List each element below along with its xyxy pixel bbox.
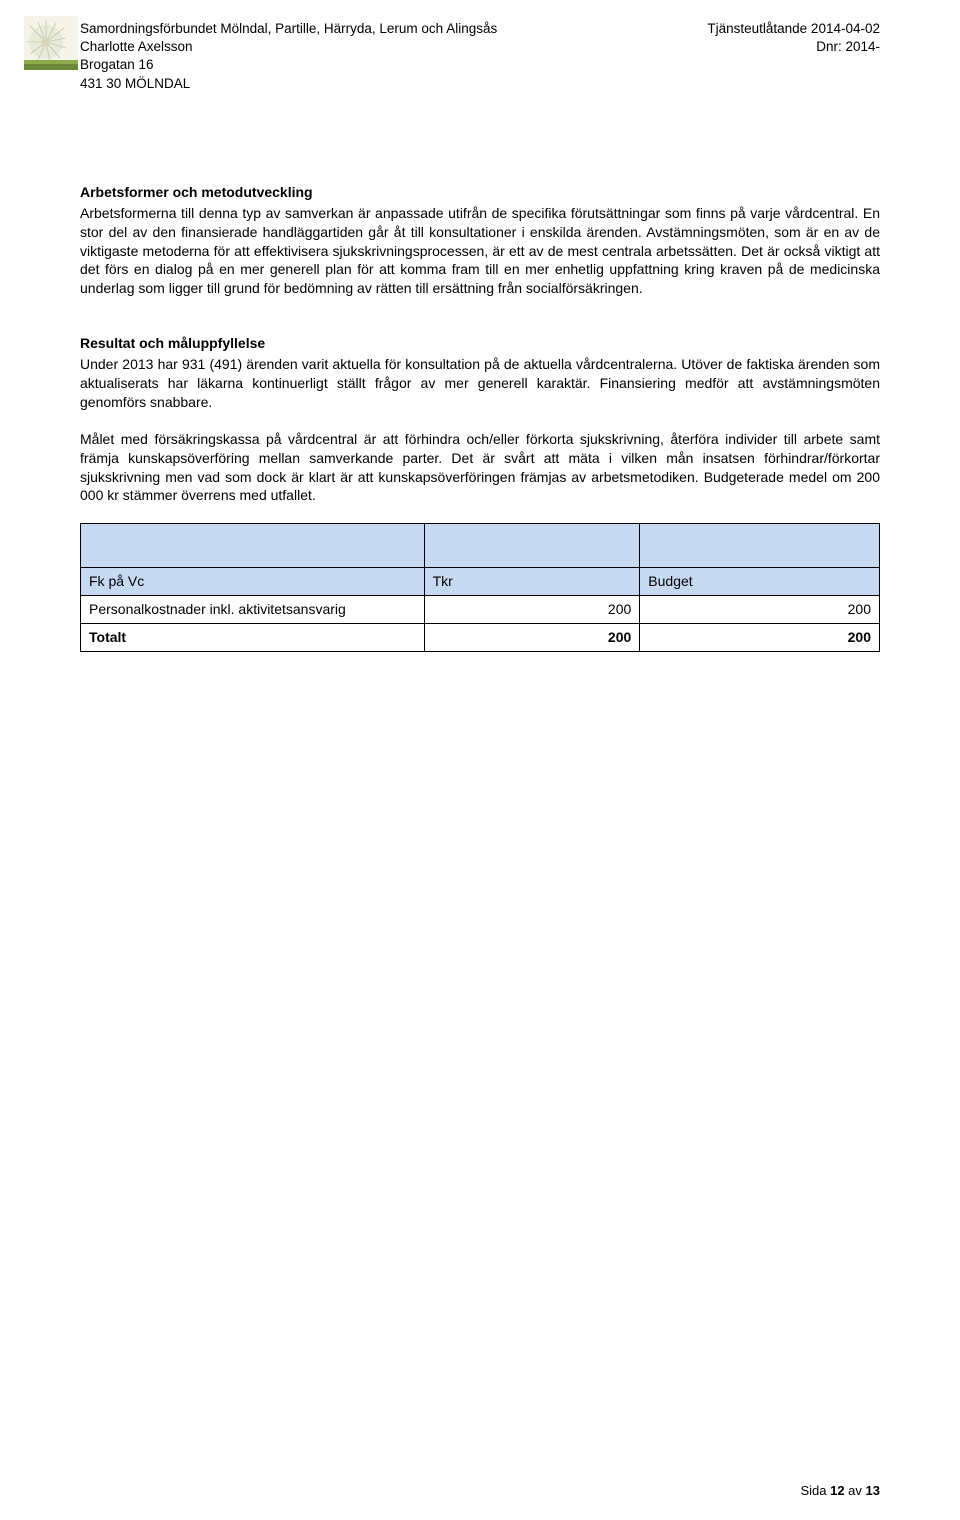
address-line1: Brogatan 16: [80, 56, 880, 74]
dnr: Dnr: 2014-: [816, 38, 880, 56]
table-row: Personalkostnader inkl. aktivitetsansvar…: [81, 596, 880, 624]
dandelion-logo: [24, 16, 78, 70]
row-tkr: 200: [424, 596, 640, 624]
address-line2: 431 30 MÖLNDAL: [80, 75, 880, 93]
section1-body: Arbetsformerna till denna typ av samverk…: [80, 204, 880, 298]
total-label: Totalt: [81, 624, 425, 652]
row-budget: 200: [640, 596, 880, 624]
document-body: Arbetsformer och metodutveckling Arbetsf…: [80, 183, 880, 652]
document-header: Samordningsförbundet Mölndal, Partille, …: [80, 20, 880, 93]
col-header-2: Budget: [640, 568, 880, 596]
section2-body2: Målet med försäkringskassa på vårdcentra…: [80, 430, 880, 506]
section1-title: Arbetsformer och metodutveckling: [80, 183, 880, 202]
col-header-1: Tkr: [424, 568, 640, 596]
author-name: Charlotte Axelsson: [80, 38, 193, 56]
budget-table: Fk på Vc Tkr Budget Personalkostnader in…: [80, 523, 880, 652]
doc-type-date: Tjänsteutlåtande 2014-04-02: [707, 20, 880, 38]
footer-prefix: Sida: [800, 1483, 830, 1498]
row-label: Personalkostnader inkl. aktivitetsansvar…: [81, 596, 425, 624]
section2-title: Resultat och måluppfyllelse: [80, 334, 880, 353]
total-budget: 200: [640, 624, 880, 652]
footer-of: av: [845, 1483, 866, 1498]
page-number: 12: [830, 1483, 844, 1498]
page-total: 13: [866, 1483, 880, 1498]
col-header-0: Fk på Vc: [81, 568, 425, 596]
table-header-row: Fk på Vc Tkr Budget: [81, 568, 880, 596]
org-name: Samordningsförbundet Mölndal, Partille, …: [80, 20, 497, 38]
table-spacer-row: [81, 524, 880, 568]
table-total-row: Totalt 200 200: [81, 624, 880, 652]
page-footer: Sida 12 av 13: [800, 1482, 880, 1500]
section2-body1: Under 2013 har 931 (491) ärenden varit a…: [80, 355, 880, 412]
total-tkr: 200: [424, 624, 640, 652]
